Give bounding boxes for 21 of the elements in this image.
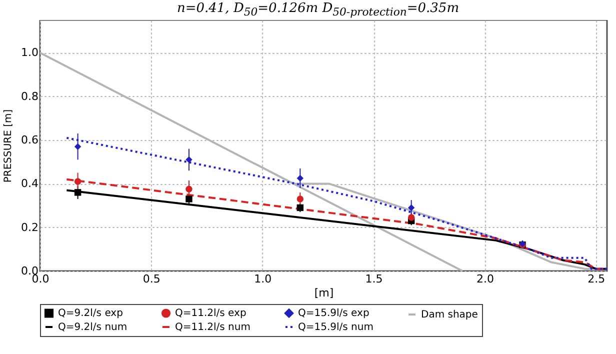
y-tick-label: 0.6 xyxy=(21,134,38,147)
legend-label: Q=9.2l/s exp xyxy=(58,308,123,320)
y-tick-label: 0.2 xyxy=(21,220,38,234)
y-tick-label: 0.8 xyxy=(21,90,38,103)
legend-label: Q=9.2l/s num xyxy=(58,322,128,333)
y-tick-label: 0.4 xyxy=(21,177,38,190)
y-axis-title: PRESSURE [m] xyxy=(3,109,14,183)
x-tick-label: 2.5 xyxy=(588,272,606,286)
x-tick-label: 2.0 xyxy=(476,272,494,286)
y-tick-label: 1.0 xyxy=(21,46,38,60)
legend-label: Q=15.9l/s exp xyxy=(298,308,370,320)
x-tick-label: 1.0 xyxy=(254,272,272,286)
legend-label: Dam shape xyxy=(421,310,478,320)
legend-label: Q=11.2l/s num xyxy=(175,322,250,333)
x-axis-title: [m] xyxy=(314,286,334,300)
legend-label: Q=11.2l/s exp xyxy=(175,308,246,320)
x-tick-label: 1.5 xyxy=(365,272,383,286)
x-tick-label: 0.5 xyxy=(142,272,160,286)
chart-title: n=0.41, D$_{50}$=0.126m D$_{50-protection}$=0.35m xyxy=(176,0,460,20)
x-tick-label: 0.0 xyxy=(32,272,50,286)
legend-label: Q=15.9l/s num xyxy=(298,322,374,333)
